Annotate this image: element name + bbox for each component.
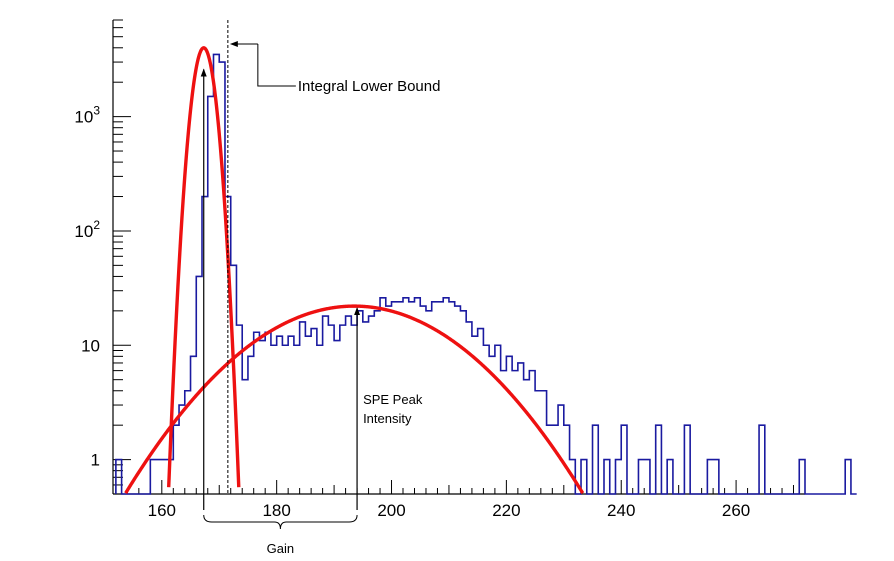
spe-fit-curve bbox=[124, 304, 585, 495]
integral-lower-bound-leader bbox=[257, 44, 296, 87]
histogram-series bbox=[115, 53, 857, 495]
pedestal-fit-curve bbox=[167, 46, 241, 488]
x-tick-label: 260 bbox=[722, 501, 750, 520]
x-tick-label: 160 bbox=[148, 501, 176, 520]
y-tick-label: 10 bbox=[81, 336, 100, 355]
x-tick-label: 180 bbox=[262, 501, 290, 520]
histogram-line bbox=[115, 53, 857, 495]
annotations: Integral Lower Bound SPE Peak Intensity Gai… bbox=[200, 20, 441, 556]
y-tick-base: 10 bbox=[74, 222, 93, 241]
y-tick-exponent: 2 bbox=[93, 218, 100, 232]
x-tick-label: 220 bbox=[492, 501, 520, 520]
y-tick-label: 103 bbox=[74, 104, 100, 127]
gain-brace bbox=[203, 514, 358, 530]
y-tick-base: 10 bbox=[74, 108, 93, 127]
x-tick-label: 240 bbox=[607, 501, 635, 520]
integral-lower-bound-label: Integral Lower Bound bbox=[298, 78, 441, 95]
spe-peak-label-line1: SPE Peak bbox=[363, 392, 423, 407]
y-tick-label: 102 bbox=[74, 218, 100, 241]
gain-label: Gain bbox=[267, 541, 294, 556]
y-tick-exponent: 3 bbox=[93, 104, 100, 118]
y-tick-label: 1 bbox=[91, 451, 100, 470]
x-tick-label: 200 bbox=[377, 501, 405, 520]
fit-curves bbox=[124, 46, 585, 495]
spe-peak-label-line2: Intensity bbox=[363, 411, 412, 426]
